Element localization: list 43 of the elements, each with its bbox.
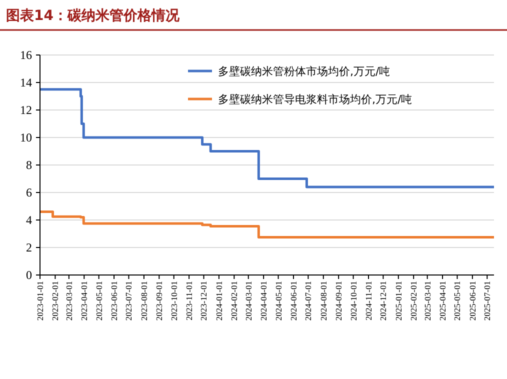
x-tick-label: 2023-02-01 bbox=[50, 281, 60, 321]
x-tick-label: 2024-03-01 bbox=[243, 281, 254, 321]
legend-label: 多壁碳纳米管导电浆料市场均价,万元/吨 bbox=[218, 92, 412, 106]
y-tick-label: 0 bbox=[26, 268, 32, 282]
x-tick-label: 2023-08-01 bbox=[138, 281, 149, 321]
x-tick-label: 2025-07-01 bbox=[482, 281, 492, 321]
x-tick-label: 2023-12-01 bbox=[198, 281, 209, 321]
x-tick-label: 2023-07-01 bbox=[124, 281, 134, 321]
y-tick-label: 6 bbox=[26, 186, 32, 200]
x-tick-label: 2023-04-01 bbox=[79, 281, 90, 321]
y-tick-label: 8 bbox=[26, 158, 32, 172]
x-tick-label: 2023-09-01 bbox=[154, 281, 164, 321]
x-tick-label: 2024-12-01 bbox=[378, 281, 388, 321]
y-tick-label: 16 bbox=[20, 48, 32, 62]
y-tick-label: 14 bbox=[20, 76, 32, 90]
x-tick-label: 2025-02-01 bbox=[408, 281, 419, 321]
x-tick-label: 2023-10-01 bbox=[168, 281, 179, 321]
x-tick-label: 2025-03-01 bbox=[422, 281, 432, 321]
x-tick-label: 2023-11-01 bbox=[184, 281, 194, 320]
legend-label: 多壁碳纳米管粉体市场均价,万元/吨 bbox=[218, 64, 390, 78]
x-tick-label: 2024-04-01 bbox=[258, 281, 269, 321]
x-tick-label: 2023-03-01 bbox=[64, 281, 74, 321]
y-tick-label: 2 bbox=[26, 240, 32, 255]
x-tick-label: 2024-05-01 bbox=[273, 281, 284, 321]
x-tick-label: 2024-07-01 bbox=[303, 281, 314, 321]
x-tick-label: 2025-05-01 bbox=[452, 281, 462, 321]
x-tick-label: 2024-11-01 bbox=[363, 281, 374, 320]
x-tick-label: 2024-09-01 bbox=[334, 281, 344, 321]
chart-title: 图表14：碳纳米管价格情况 bbox=[6, 8, 180, 24]
y-tick-label: 4 bbox=[26, 213, 32, 228]
x-tick-label: 2024-08-01 bbox=[318, 281, 328, 321]
x-tick-label: 2025-04-01 bbox=[437, 281, 448, 321]
x-tick-label: 2023-01-01 bbox=[34, 281, 45, 321]
x-tick-label: 2024-02-01 bbox=[229, 281, 240, 321]
x-tick-label: 2023-05-01 bbox=[94, 281, 104, 321]
y-tick-label: 12 bbox=[20, 103, 32, 118]
x-tick-label: 2024-10-01 bbox=[348, 281, 358, 321]
x-tick-label: 2023-06-01 bbox=[109, 281, 120, 321]
y-tick-label: 10 bbox=[20, 130, 32, 145]
x-tick-label: 2025-01-01 bbox=[393, 281, 404, 321]
x-tick-label: 2024-06-01 bbox=[288, 281, 298, 321]
x-tick-label: 2024-01-01 bbox=[214, 281, 224, 321]
x-tick-label: 2025-06-01 bbox=[467, 281, 478, 321]
